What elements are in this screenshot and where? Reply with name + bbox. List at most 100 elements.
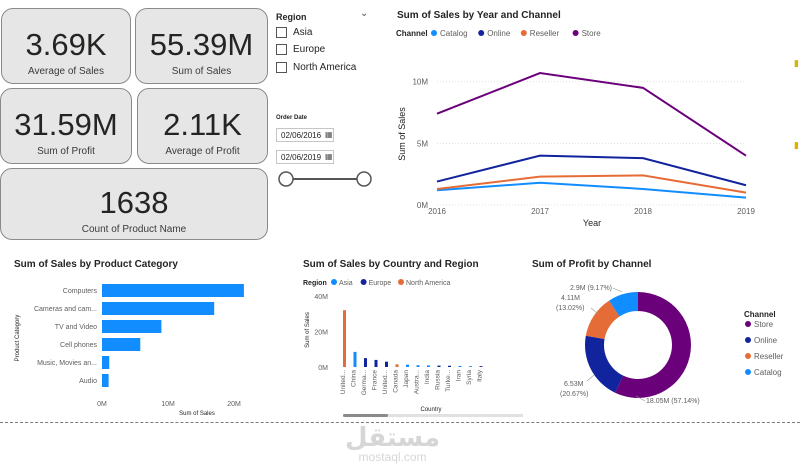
checkbox[interactable]: [276, 44, 287, 55]
y-tick-label: 5M: [417, 139, 428, 148]
legend-label: Catalog: [440, 29, 468, 38]
x-tick-label: 20M: [227, 401, 241, 408]
calendar-icon[interactable]: ▦: [325, 152, 333, 161]
donut-slice-reseller: [585, 300, 620, 340]
category-label: Cameras and cam...: [34, 306, 97, 313]
scrollbar-track: [343, 414, 523, 417]
category-bar: [102, 302, 215, 315]
category-label: Audio: [79, 378, 97, 385]
country-bar: [395, 364, 399, 367]
x-tick-label: 2016: [428, 207, 446, 216]
date-range-slider[interactable]: [276, 170, 376, 190]
country-bar: [343, 310, 346, 367]
legend-label: North America: [406, 280, 450, 287]
y-axis-title: Sum of Sales: [305, 312, 311, 348]
category-label: Cell phones: [60, 342, 97, 349]
country-label: United...: [382, 370, 389, 394]
country-label: India: [424, 370, 431, 384]
chevron-down-icon[interactable]: ⌄: [360, 8, 369, 19]
region-slicer-title: Region: [276, 12, 307, 22]
line-chart-title: Sum of Sales by Year and Channel: [397, 10, 561, 21]
category-bar: [102, 338, 141, 351]
slider-end-handle[interactable]: [356, 171, 372, 187]
x-tick-label: 10M: [161, 401, 175, 408]
kpi-value: 55.39M: [149, 27, 254, 62]
end-date-input[interactable]: 02/06/2019: [276, 150, 334, 164]
country-label: Russia: [435, 370, 442, 390]
category-chart-title: Sum of Sales by Product Category: [14, 259, 178, 270]
y-axis-title: Sum of Sales: [397, 107, 407, 161]
x-tick-label: 2018: [634, 207, 652, 216]
country-bar: [479, 366, 483, 367]
legend-marker: [478, 30, 485, 36]
donut-chart: 18.05M (57.14%) 6.53M (20.67%) 4.11M (13.02%…: [556, 285, 784, 405]
legend-marker: [398, 279, 404, 285]
country-bar: [406, 364, 409, 367]
category-label: Computers: [63, 288, 98, 295]
kpi-count-of-product-name: 1638 Count of Product Name: [0, 168, 268, 240]
country-label: Japan: [403, 370, 410, 388]
country-bar: [427, 365, 430, 367]
country-bar: [353, 351, 357, 367]
x-tick-label: 2017: [531, 207, 549, 216]
region-option-north-america[interactable]: North America: [276, 62, 356, 73]
donut-slice-online: [585, 335, 624, 393]
legend-marker: [745, 337, 751, 343]
x-tick-label: 0M: [97, 401, 107, 408]
calendar-icon[interactable]: ▦: [325, 130, 333, 139]
region-option-europe[interactable]: Europe: [276, 44, 325, 55]
country-bar: [437, 365, 441, 367]
series-line-catalog: [436, 181, 747, 199]
category-label: Music, Movies an...: [37, 360, 97, 367]
country-bar: [458, 365, 462, 367]
leader-line: [612, 287, 623, 293]
country-label: Germa...: [361, 370, 368, 395]
country-label: France: [372, 370, 379, 391]
country-label: Austra...: [414, 370, 421, 394]
legend-label: Store: [582, 29, 602, 38]
legend-label: Store: [754, 320, 774, 329]
data-label: (20.67%): [560, 391, 588, 398]
kpi-average-of-profit: 2.11K Average of Profit: [137, 88, 268, 164]
category-bar: [102, 356, 110, 369]
legend-label: Online: [754, 336, 778, 345]
legend-marker: [431, 30, 437, 36]
region-option-label: Asia: [293, 27, 313, 38]
y-tick-label: 20M: [314, 330, 328, 337]
start-date-input[interactable]: 02/06/2016: [276, 128, 334, 142]
series-line-store: [436, 72, 747, 157]
kpi-sum-of-profit: 31.59M Sum of Profit: [0, 88, 132, 164]
date-slicer-title: Order Date: [276, 115, 308, 121]
x-axis-title: Country: [420, 407, 441, 413]
country-bar-chart: Region Asia Europe North America 0M 20M 40M Uni…: [303, 279, 523, 417]
region-option-label: Europe: [293, 44, 326, 55]
region-option-asia[interactable]: Asia: [276, 27, 312, 38]
legend-marker: [331, 279, 337, 285]
series-line-reseller: [436, 174, 747, 194]
y-tick-label: 10M: [412, 78, 428, 87]
data-label: 2.9M (9.17%): [570, 285, 612, 292]
data-label: (13.02%): [556, 305, 584, 312]
watermark-arabic: مستقل: [345, 422, 441, 452]
country-bar: [416, 365, 420, 367]
category-bar: [102, 320, 162, 333]
slider-start-handle[interactable]: [278, 171, 294, 187]
kpi-label: Sum of Sales: [171, 66, 232, 77]
legend-title: Region: [303, 280, 327, 287]
legend-label: Asia: [339, 280, 353, 287]
country-label: China: [351, 370, 358, 387]
kpi-value: 2.11K: [163, 107, 242, 142]
country-chart-title: Sum of Sales by Country and Region: [303, 259, 479, 270]
country-bar: [364, 358, 367, 367]
y-tick-label: 0M: [318, 365, 328, 372]
legend-label: Reseller: [754, 352, 784, 361]
checkbox[interactable]: [276, 62, 287, 73]
checkbox[interactable]: [276, 27, 287, 38]
legend-marker: [745, 353, 751, 359]
country-bar: [448, 365, 451, 367]
kpi-label: Average of Profit: [165, 146, 240, 157]
legend-label: Online: [487, 29, 511, 38]
country-bar: [469, 366, 472, 367]
legend-label: Reseller: [530, 29, 560, 38]
category-bar: [102, 284, 244, 297]
